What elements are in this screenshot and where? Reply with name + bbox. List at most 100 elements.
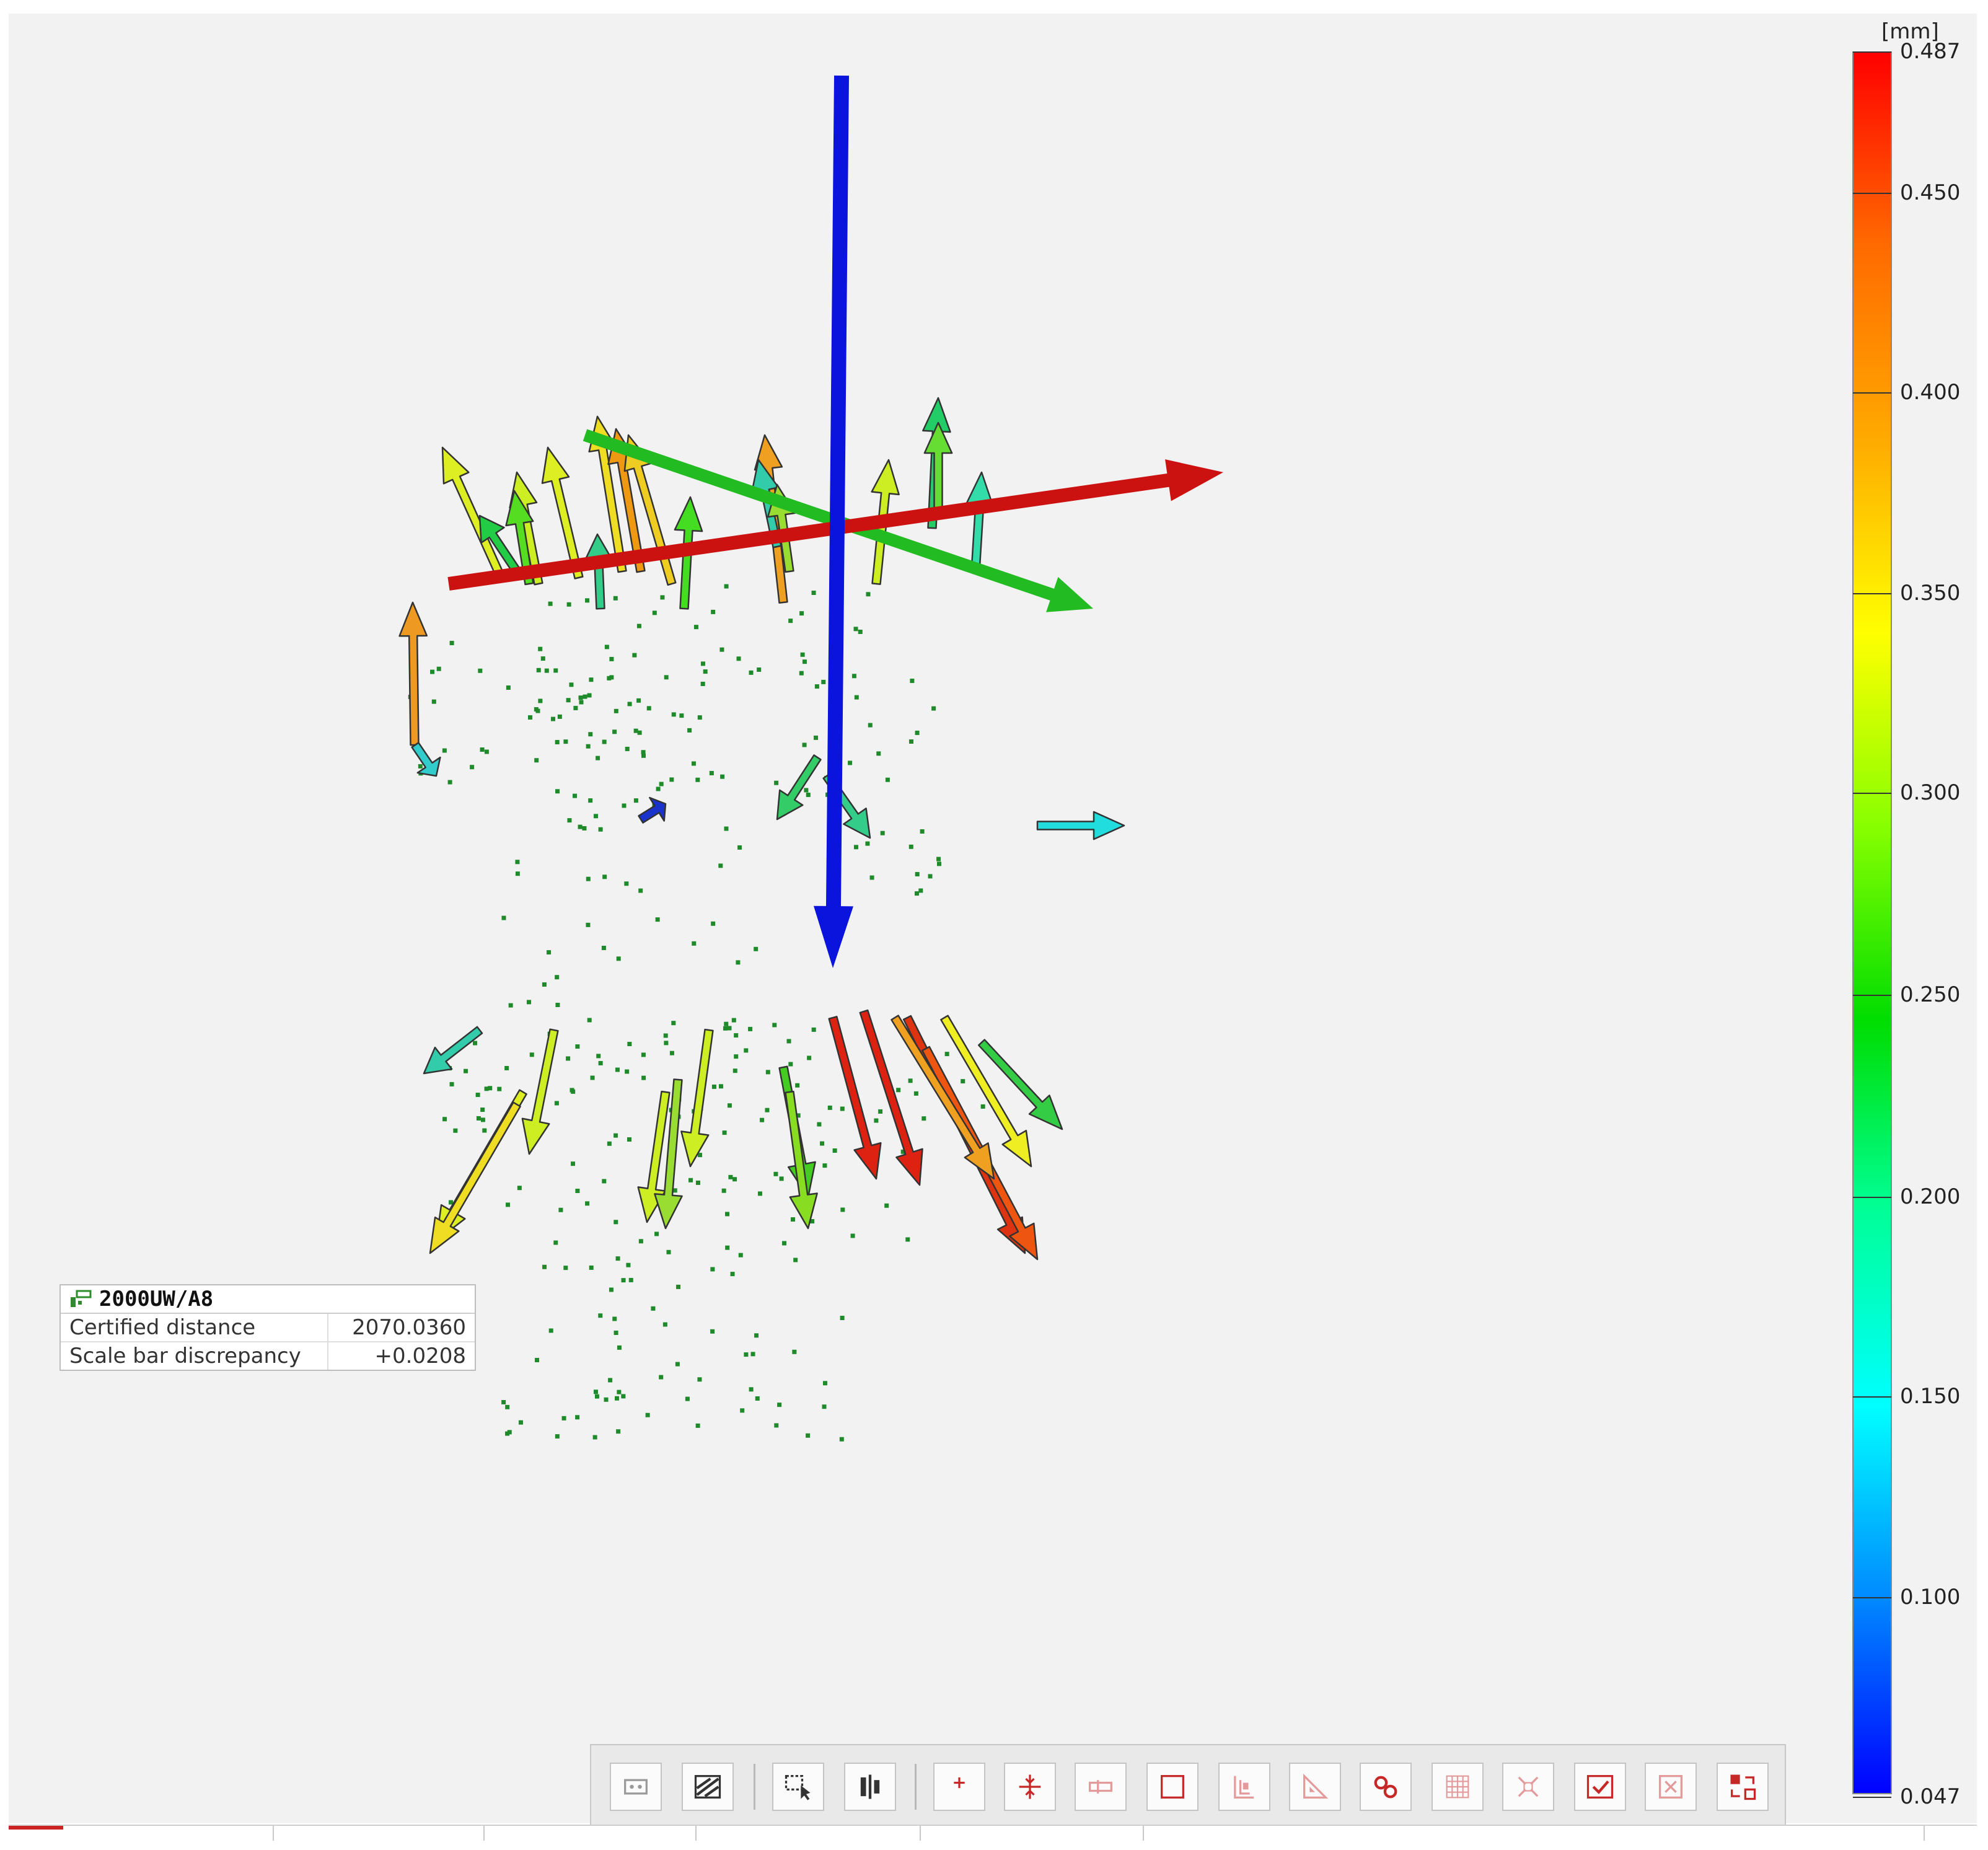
target-point [566, 698, 571, 703]
target-point [688, 1178, 693, 1183]
angle-measure-button[interactable] [1289, 1763, 1341, 1811]
check-frame-button[interactable] [1574, 1763, 1626, 1811]
deviation-vector [859, 1009, 923, 1186]
target-point [645, 1412, 650, 1417]
target-point [628, 1277, 633, 1282]
target-point [570, 1088, 574, 1093]
target-point [792, 1349, 797, 1354]
target-point [589, 1265, 594, 1270]
target-point [478, 668, 483, 673]
frame-square-button[interactable] [1146, 1763, 1199, 1811]
target-point [656, 786, 661, 791]
expand-button[interactable] [1502, 1763, 1554, 1811]
tab-divider [273, 1826, 274, 1841]
target-point [598, 1313, 603, 1318]
target-point [671, 712, 676, 717]
target-point [700, 681, 705, 686]
link-icon [1374, 1776, 1397, 1799]
point-cloud-scene[interactable] [9, 14, 1977, 1823]
target-point [786, 1039, 791, 1044]
target-point [638, 888, 643, 893]
target-point [723, 1026, 728, 1031]
point-split-button[interactable] [1004, 1763, 1056, 1811]
target-point [854, 695, 859, 700]
bar-insert-button[interactable] [1075, 1763, 1127, 1811]
close-frame-button[interactable] [1645, 1763, 1697, 1811]
target-point [980, 1104, 985, 1109]
row-label: Certified distance [61, 1314, 328, 1341]
align-columns-button[interactable] [844, 1763, 896, 1811]
target-point [579, 700, 584, 705]
target-point [724, 826, 729, 831]
target-point [638, 1239, 643, 1244]
target-point [529, 1052, 534, 1057]
color-scale-legend: [mm] 0.487 0.450 0.400 0.350 0.300 0.250 0.200… [1852, 19, 1960, 1809]
target-point [725, 1212, 730, 1217]
scalebar-name: 2000UW/A8 [99, 1287, 214, 1311]
target-point [669, 1051, 674, 1055]
target-point [853, 845, 858, 850]
target-point [540, 656, 545, 661]
target-point [480, 1108, 485, 1112]
target-point [578, 824, 583, 829]
swap-button[interactable] [1717, 1763, 1769, 1811]
z-axis-arrow [813, 75, 853, 969]
target-point [936, 857, 941, 861]
target-point [757, 667, 762, 672]
link-button[interactable] [1360, 1763, 1412, 1811]
target-point [558, 1207, 563, 1212]
target-point [475, 1093, 480, 1098]
target-point [614, 1330, 618, 1335]
target-point [555, 1434, 560, 1439]
target-point [913, 1091, 918, 1096]
target-point [697, 715, 702, 720]
target-point [449, 1081, 454, 1086]
colorbar-ticks: 0.487 0.450 0.400 0.350 0.300 0.250 0.200 0.150… [1853, 39, 1960, 1809]
bracket-frame-button[interactable] [1218, 1763, 1270, 1811]
target-point [589, 677, 594, 682]
toolbar-separator [915, 1764, 917, 1810]
deviation-vector [923, 421, 953, 511]
active-tab-indicator [9, 1826, 63, 1830]
point-add-button[interactable] [933, 1763, 985, 1811]
target-point [637, 730, 642, 735]
3d-viewport[interactable]: [mm] 0.487 0.450 0.400 0.350 0.300 0.250 0.200… [9, 14, 1977, 1825]
target-point [534, 758, 539, 763]
target-point [555, 739, 560, 744]
deviation-vector [891, 1015, 995, 1180]
target-point [566, 1056, 571, 1061]
target-point [625, 1069, 630, 1074]
target-point [915, 730, 920, 735]
target-point [908, 1078, 913, 1083]
target-point [602, 739, 607, 744]
target-point [534, 707, 539, 711]
target-point [800, 652, 805, 657]
deviation-vector [776, 754, 822, 821]
target-point [542, 982, 547, 987]
grid-button[interactable] [1432, 1763, 1484, 1811]
select-region-button[interactable] [772, 1763, 824, 1811]
target-point [711, 921, 716, 926]
target-point [779, 1176, 784, 1181]
target-point [750, 1352, 755, 1357]
hatch-toggle-button[interactable] [682, 1763, 734, 1811]
target-point [594, 814, 599, 819]
deviation-vector [828, 1016, 882, 1180]
view-2d-button[interactable] [610, 1763, 662, 1811]
target-point [476, 1116, 481, 1121]
target-point [806, 1433, 811, 1438]
target-point [621, 1394, 626, 1399]
target-point [442, 748, 447, 753]
hatch-toggle-icon [694, 1775, 721, 1799]
target-point [592, 1435, 597, 1440]
target-point [447, 780, 452, 785]
target-point [754, 1333, 759, 1338]
target-point [585, 1201, 590, 1206]
target-point [931, 706, 936, 711]
target-point [669, 777, 674, 782]
target-point [744, 1352, 749, 1357]
target-point [878, 1109, 883, 1114]
target-point [799, 611, 804, 616]
target-point [799, 671, 804, 676]
bottom-tab-strip [9, 1825, 1977, 1850]
